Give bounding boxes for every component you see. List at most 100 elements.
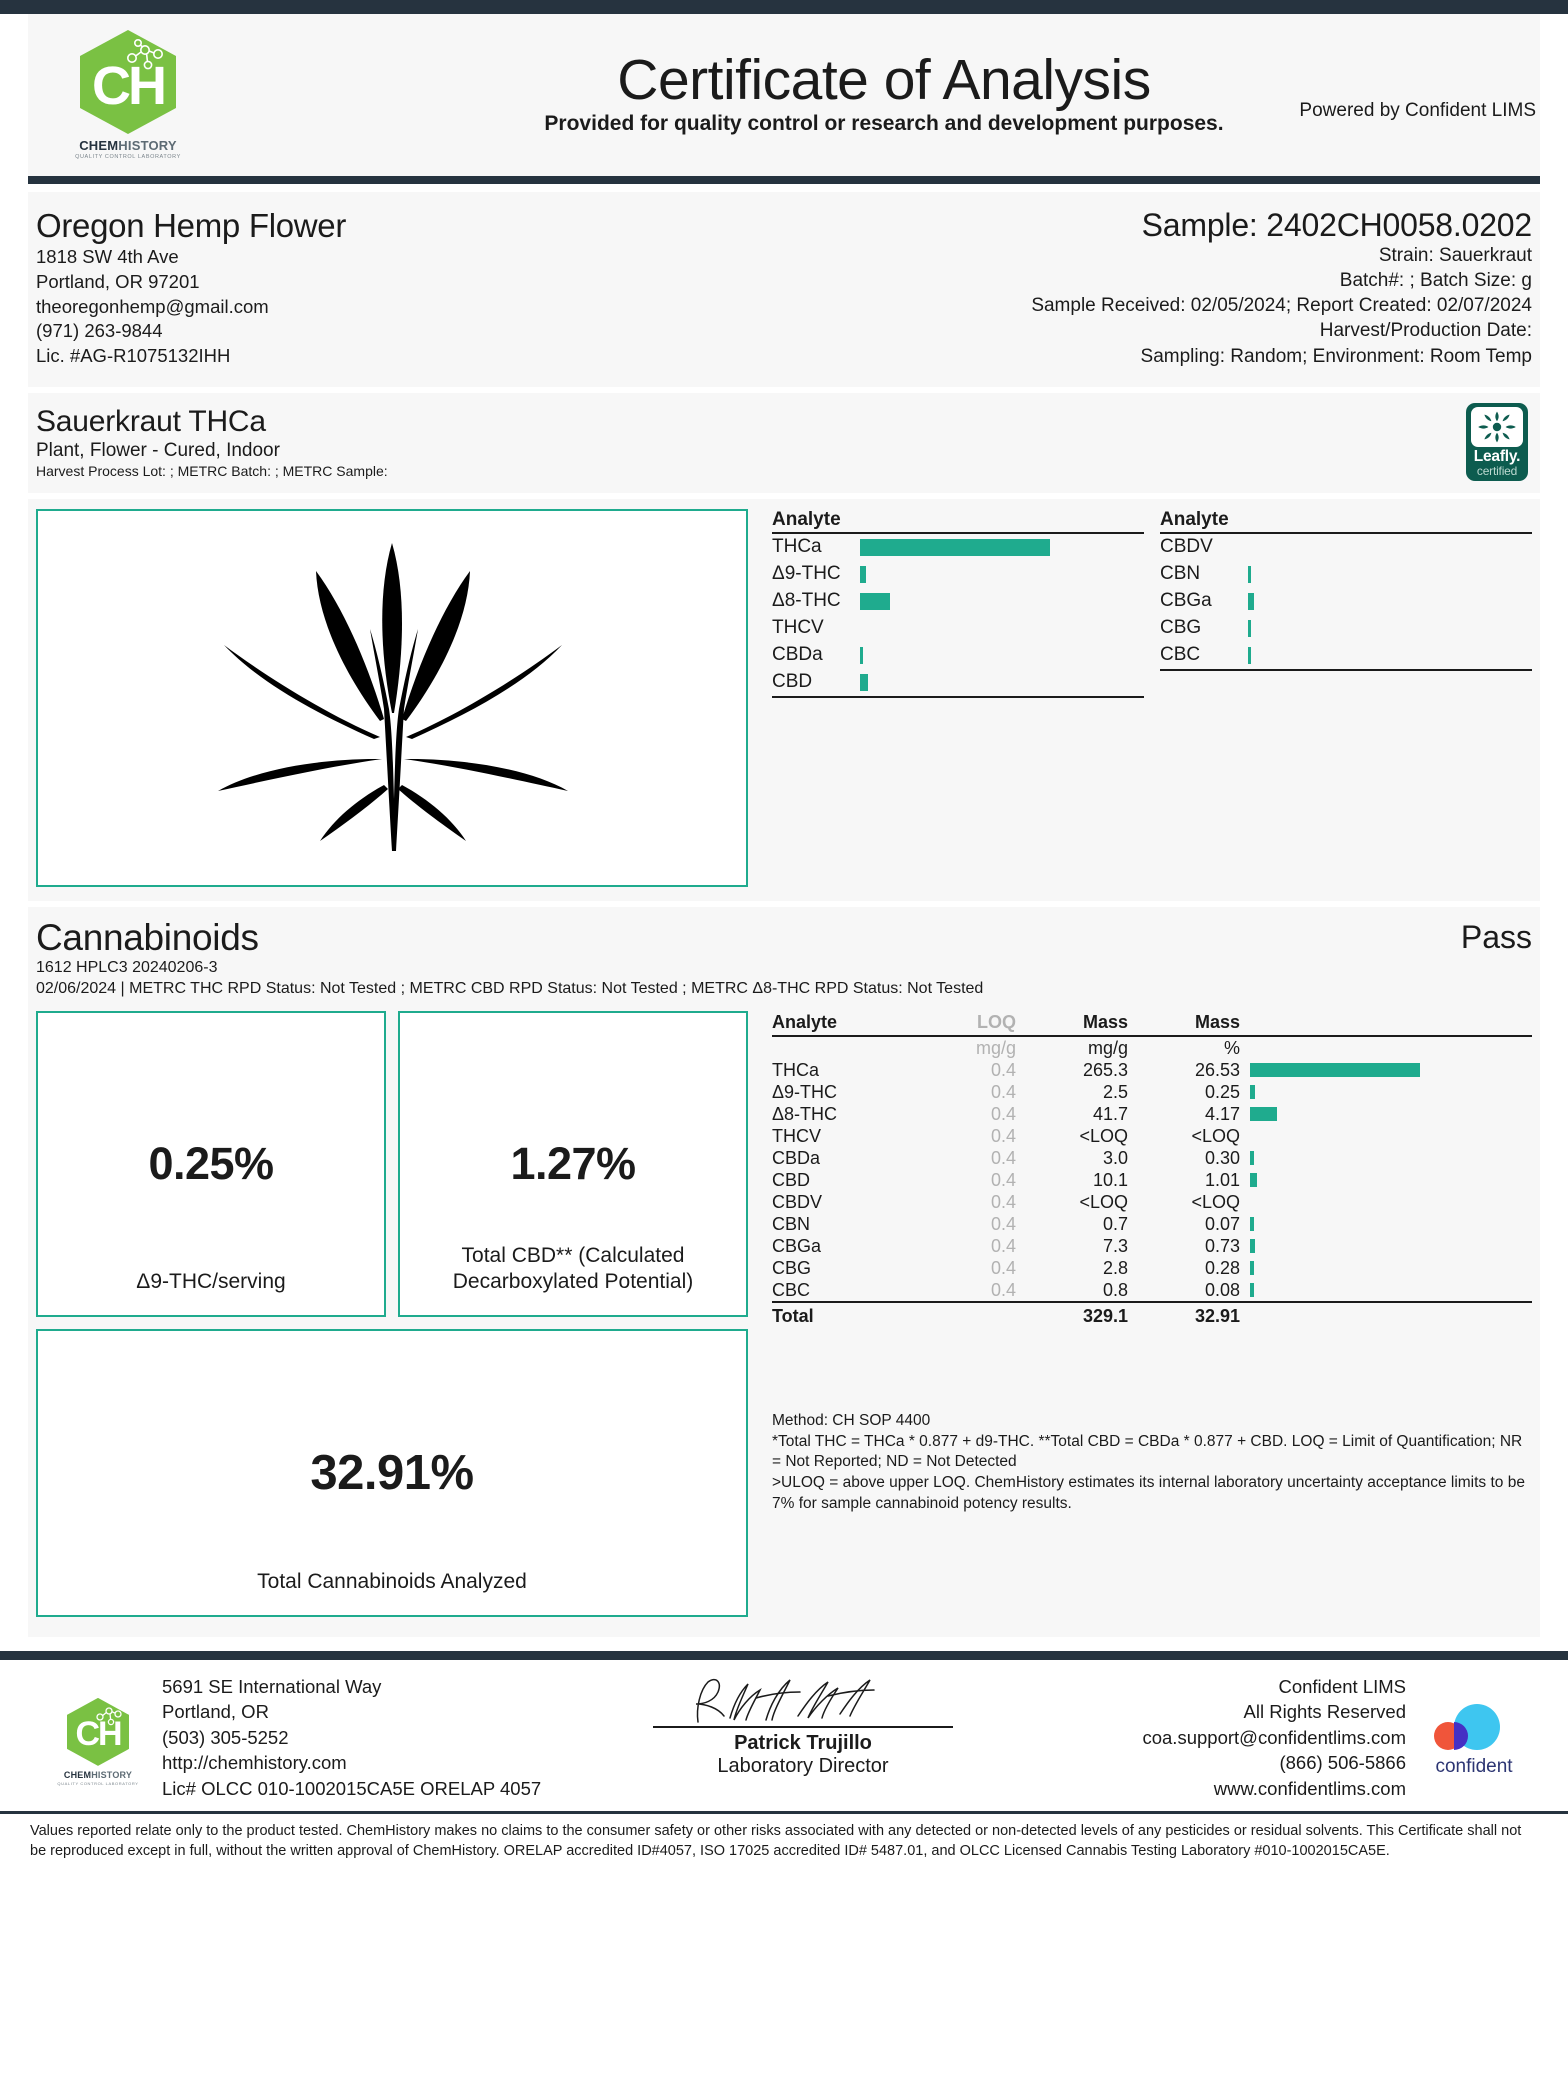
page-title: Certificate of Analysis	[617, 47, 1151, 112]
logo-wordmark-light: HISTORY	[91, 1769, 133, 1780]
results-table-head: Analyte LOQ Mass Mass	[772, 1010, 1532, 1037]
mini-chart-header-right: Analyte	[1160, 509, 1532, 534]
title-block: Certificate of Analysis Provided for qua…	[228, 47, 1540, 140]
status-badge: Pass	[1460, 918, 1532, 955]
table-row: CBDV 0.4 <LOQ <LOQ	[772, 1191, 1532, 1213]
mini-chart-analyte-label: CBG	[1160, 617, 1202, 639]
chemhistory-logo: CH CHEMHISTORY QUALITY CONTROL LABORATOR…	[28, 30, 228, 160]
overlap-shape	[1454, 1721, 1468, 1750]
mini-chart-row: THCV	[772, 615, 1144, 642]
sample-photo	[36, 508, 748, 887]
cell-mass-pct: <LOQ	[1191, 1125, 1240, 1146]
mini-chart-bar	[860, 673, 868, 691]
mini-chart-row: CBDa	[772, 642, 1144, 669]
kpi-box-total-cannabinoids: 32.91% Total Cannabinoids Analyzed	[36, 1328, 748, 1617]
mini-chart-row: CBG	[1160, 615, 1532, 642]
row-bar	[1250, 1238, 1256, 1253]
cannabinoids-title: Cannabinoids	[36, 916, 259, 958]
results-table: Analyte LOQ Mass Mass mg/g mg/g% THCa 0.4 26…	[772, 1010, 1532, 1327]
table-row: CBGa 0.4 7.3 0.73	[772, 1235, 1532, 1257]
mini-chart-bar-track	[1248, 615, 1532, 642]
mini-chart-analyte-label: THCa	[772, 536, 822, 558]
mini-chart-analyte-label: CBDa	[772, 644, 823, 666]
col-bar	[1240, 1010, 1532, 1037]
cell-bar	[1240, 1191, 1532, 1213]
cell-loq: 0.4	[990, 1147, 1016, 1168]
total-mass-mgg: 329.1	[1016, 1300, 1128, 1327]
kpi-box-total-cbd: 1.27% Total CBD** (Calculated Decarboxyl…	[398, 1010, 748, 1317]
cell-bar	[1240, 1213, 1532, 1235]
product-metrc-meta: Harvest Process Lot: ; METRC Batch: ; ME…	[36, 462, 388, 479]
cell-loq: 0.4	[990, 1279, 1016, 1300]
sample-info: Sample: 2402CH0058.0202 Strain: Sauerkra…	[814, 207, 1532, 369]
leafly-label: Leafly.	[1473, 447, 1521, 465]
cell-mass-pct: 1.01	[1204, 1169, 1240, 1190]
cannabinoids-body: 0.25% Δ9-THC/serving 1.27% Total CBD** (…	[36, 1010, 1532, 1617]
cell-mass-mgg: 2.8	[1102, 1257, 1128, 1278]
confident-mark-icon	[1414, 1702, 1534, 1754]
sample-sampling: Sampling: Random; Environment: Room Temp	[1140, 345, 1532, 367]
kpi-value: 1.27%	[510, 1137, 636, 1189]
kpi-box-row: 0.25% Δ9-THC/serving 1.27% Total CBD** (…	[36, 1010, 748, 1317]
mini-chart-analyte-label: CBGa	[1160, 590, 1212, 612]
document-footer: CH CHEMHISTORY QUALITY CONTROL LABORATOR…	[28, 1660, 1540, 1808]
client-address-line2: Portland, OR 97201	[36, 270, 200, 292]
cell-analyte: CBD	[772, 1169, 811, 1190]
lims-info-line: All Rights Reserved	[1243, 1701, 1406, 1723]
mini-chart-left-rows: THCa Δ9-THC Δ8-THC THCV CBDa CBD	[772, 534, 1144, 696]
header-divider	[28, 176, 1540, 184]
signature-line	[653, 1725, 953, 1728]
cell-mass-mgg: 41.7	[1092, 1103, 1128, 1124]
mini-chart-bar	[860, 538, 1050, 556]
cell-loq: 0.4	[990, 1059, 1016, 1080]
sample-harvest-date: Harvest/Production Date:	[1319, 320, 1532, 342]
cell-mass-pct: 0.07	[1204, 1213, 1240, 1234]
signer-title: Laboratory Director	[717, 1754, 889, 1777]
signature-image	[592, 1674, 1014, 1726]
footer-hexagon-logo-icon: CH	[67, 1697, 129, 1766]
table-row: THCa 0.4 265.3 26.53	[772, 1059, 1532, 1081]
cell-mass-mgg: 0.7	[1102, 1213, 1128, 1234]
sample-strain: Strain: Sauerkraut	[1378, 245, 1532, 267]
mini-chart-row: THCa	[772, 534, 1144, 561]
client-sample-section: Oregon Hemp Flower 1818 SW 4th Ave Portl…	[28, 192, 1540, 387]
signature-block: Patrick Trujillo Laboratory Director	[592, 1674, 1014, 1778]
cell-mass-mgg: <LOQ	[1079, 1191, 1128, 1212]
logo-wordmark: CHEMHISTORY	[79, 138, 177, 153]
mini-chart-analyte-label: Δ8-THC	[772, 590, 841, 612]
mini-chart-left-footer-rule	[772, 695, 1144, 698]
client-name: Oregon Hemp Flower	[36, 207, 347, 244]
method-note-line: >ULOQ = above upper LOQ. ChemHistory est…	[772, 1474, 1525, 1512]
row-bar	[1250, 1150, 1254, 1165]
cell-analyte: Δ8-THC	[772, 1103, 838, 1124]
kpi-box-d9thc-serving: 0.25% Δ9-THC/serving	[36, 1010, 386, 1317]
cell-bar	[1240, 1059, 1532, 1081]
table-row: THCV 0.4 <LOQ <LOQ	[772, 1125, 1532, 1147]
top-bar	[0, 0, 1568, 14]
mini-chart-analyte-label: CBD	[772, 671, 813, 693]
cell-mass-mgg: 7.3	[1102, 1235, 1128, 1256]
disclaimer-divider	[0, 1811, 1568, 1815]
table-row: CBG 0.4 2.8 0.28	[772, 1257, 1532, 1279]
mini-chart-bar-track	[1248, 588, 1532, 615]
hexagon-shape	[67, 1697, 129, 1766]
cell-analyte: CBDa	[772, 1147, 821, 1168]
signer-name: Patrick Trujillo	[734, 1731, 872, 1754]
kpi-caption: Total CBD** (Calculated Decarboxylated P…	[452, 1243, 694, 1293]
cell-bar	[1240, 1169, 1532, 1191]
cell-mass-mgg: 265.3	[1082, 1059, 1128, 1080]
sample-received: Sample Received: 02/05/2024; Report Crea…	[1031, 295, 1532, 317]
mini-chart-analyte-label: Δ9-THC	[772, 563, 841, 585]
method-note-line: *Total THC = THCa * 0.877 + d9-THC. **To…	[772, 1432, 1523, 1471]
method-note-line: Method: CH SOP 4400	[772, 1411, 931, 1429]
cannabinoids-section: Cannabinoids Pass 1612 HPLC3 20240206-3 …	[28, 906, 1540, 1637]
mini-chart-bar	[1248, 646, 1251, 664]
lims-info: Confident LIMS All Rights Reserved coa.sup…	[1014, 1674, 1414, 1802]
mini-chart-right-column: Analyte CBDV CBN CBGa CBG CBC	[1160, 509, 1532, 887]
method-notes: Method: CH SOP 4400 *Total THC = THCa * …	[772, 1411, 1532, 1515]
row-bar	[1250, 1282, 1254, 1297]
leafly-flower-icon	[1478, 411, 1516, 443]
lims-info-line: www.confidentlims.com	[1213, 1777, 1406, 1799]
mini-chart-bar-track	[860, 642, 1144, 669]
